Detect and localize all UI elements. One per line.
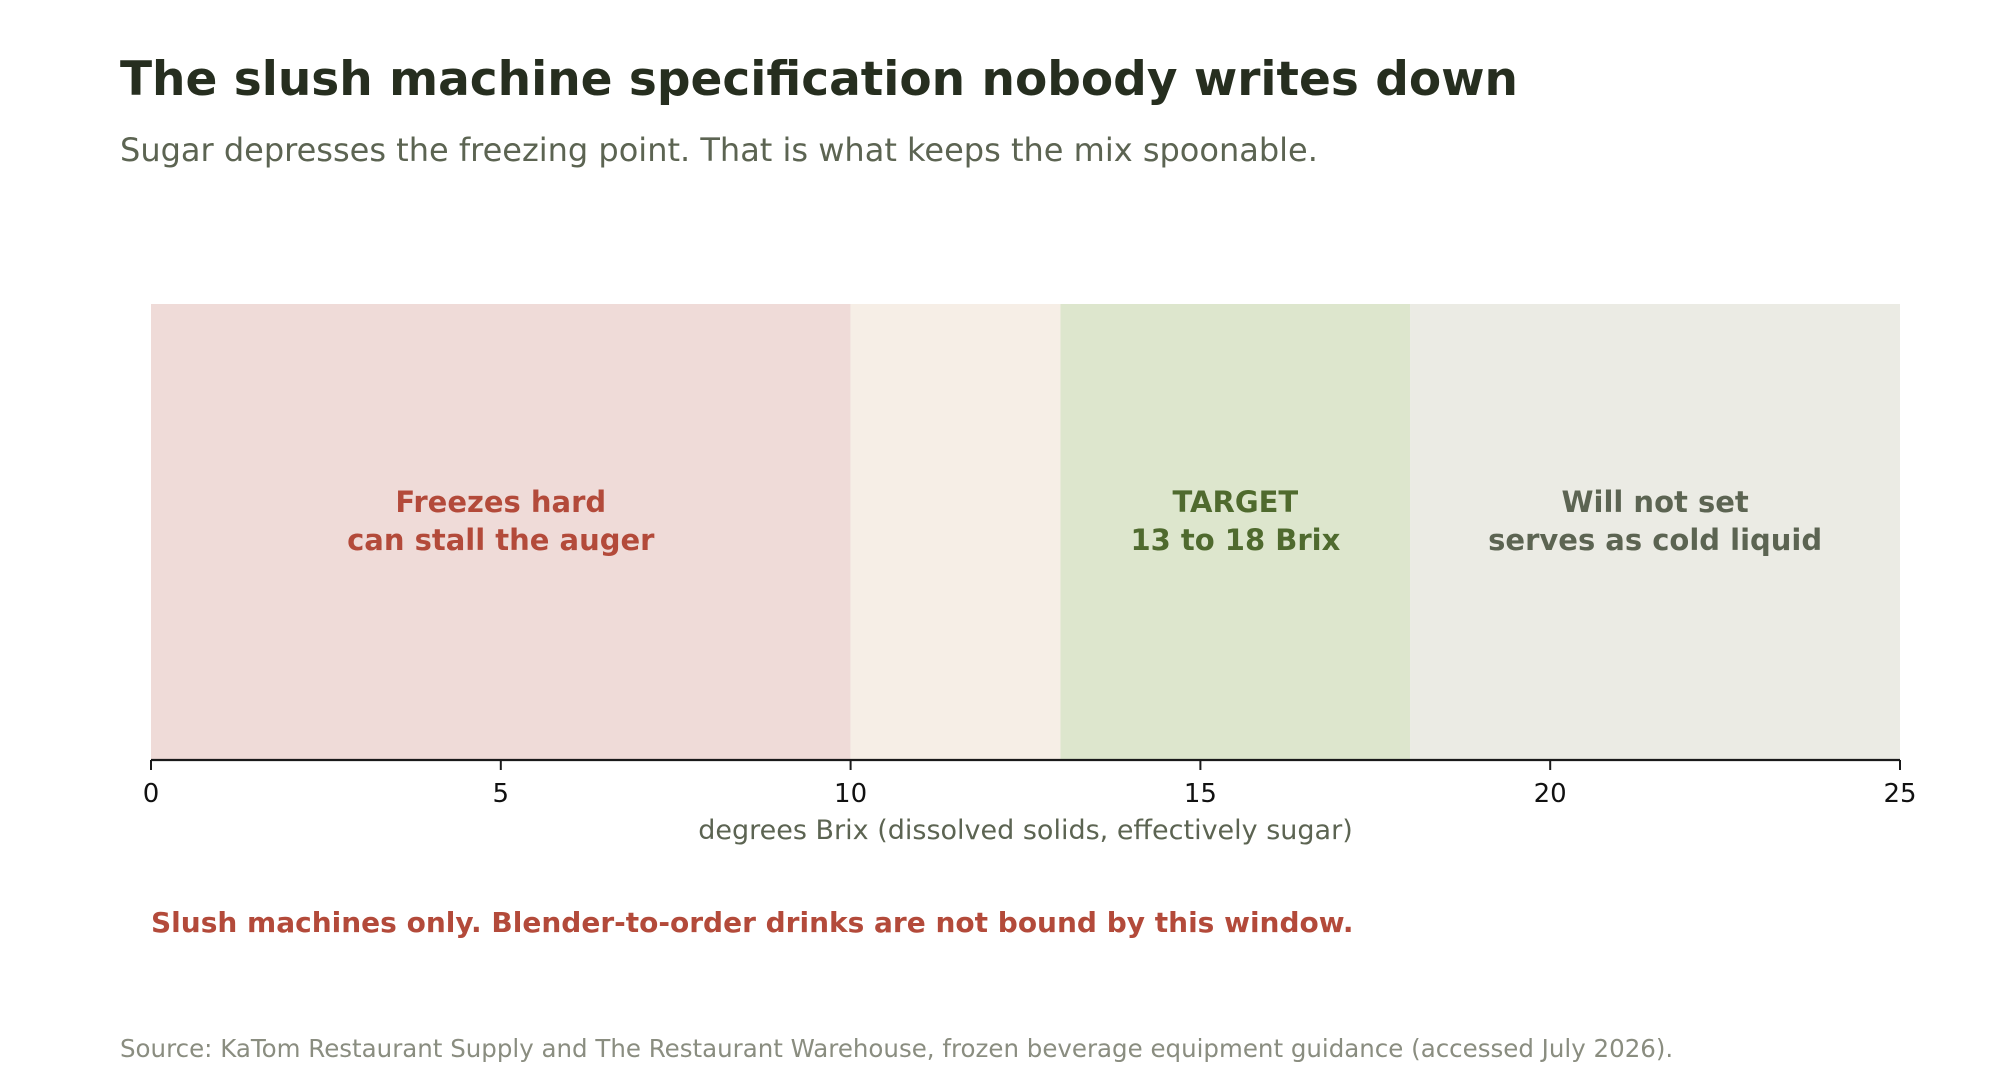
x-tick-label-2: 10 <box>834 779 867 809</box>
x-axis-label: degrees Brix (dissolved solids, effectiv… <box>698 815 1352 846</box>
scope-note: Slush machines only. Blender-to-order dr… <box>151 906 1354 939</box>
x-tick-label-5: 25 <box>1883 779 1916 809</box>
band-2-label-line-0: TARGET <box>1173 485 1299 519</box>
bands-layer <box>151 304 1900 760</box>
x-tick-label-4: 20 <box>1534 779 1567 809</box>
band-3 <box>1410 304 1900 760</box>
chart-subtitle: Sugar depresses the freezing point. That… <box>120 131 1318 169</box>
x-axis: 0 5 10 15 20 25 <box>143 758 1917 809</box>
band-2 <box>1060 304 1411 760</box>
source-note: Source: KaTom Restaurant Supply and The … <box>120 1034 1674 1063</box>
x-tick-label-1: 5 <box>493 779 510 809</box>
band-labels-layer: Freezes hard can stall the auger TARGET 13 … <box>347 485 1822 557</box>
band-2-label-line-1: 13 to 18 Brix <box>1130 523 1340 557</box>
band-3-label-line-0: Will not set <box>1562 485 1749 519</box>
band-3-label-line-1: serves as cold liquid <box>1488 523 1822 557</box>
band-0 <box>151 304 851 760</box>
chart-title: The slush machine specification nobody w… <box>120 52 1519 107</box>
x-tick-label-3: 15 <box>1184 779 1217 809</box>
band-0-label-line-1: can stall the auger <box>347 523 655 557</box>
band-0-label-line-0: Freezes hard <box>395 485 606 519</box>
band-1 <box>850 304 1061 760</box>
x-tick-label-0: 0 <box>143 779 160 809</box>
